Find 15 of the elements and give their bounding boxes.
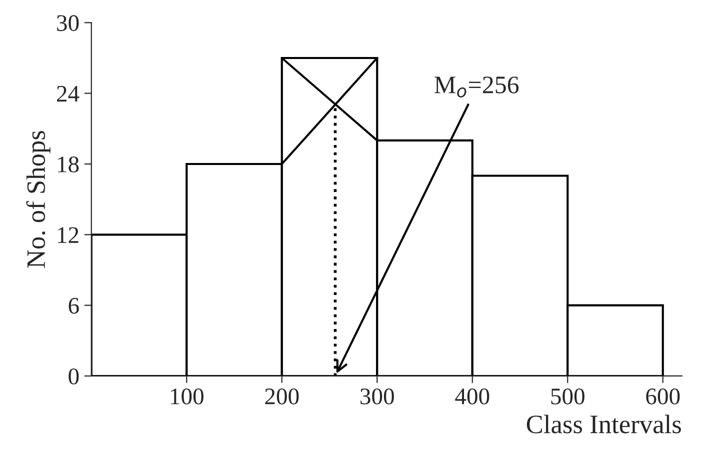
x-axis-title: Class Intervals	[526, 414, 681, 434]
y-axis-title: No. of Shops	[26, 131, 50, 268]
annotation: M$_{o}$=256	[434, 76, 519, 98]
y-tick-label: 12	[58, 227, 78, 243]
x-tick-label: 600	[646, 388, 680, 404]
x-tick-label: 400	[455, 388, 490, 404]
y-tick-label: 6	[68, 298, 79, 314]
y-tick-label: 18	[58, 156, 79, 172]
x-tick-label: 100	[171, 388, 204, 404]
x-tick-label: 200	[265, 388, 299, 404]
y-tick-label: 0	[68, 368, 79, 384]
x-tick-label: 500	[551, 388, 584, 404]
x-tick-label: 300	[360, 388, 394, 404]
y-tick-label: 30	[57, 15, 79, 32]
y-tick-label: 24	[57, 86, 80, 102]
